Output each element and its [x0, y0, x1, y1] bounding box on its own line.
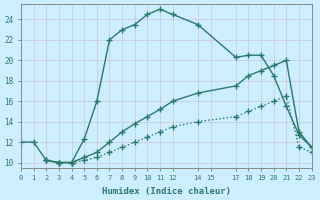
X-axis label: Humidex (Indice chaleur): Humidex (Indice chaleur): [102, 187, 231, 196]
